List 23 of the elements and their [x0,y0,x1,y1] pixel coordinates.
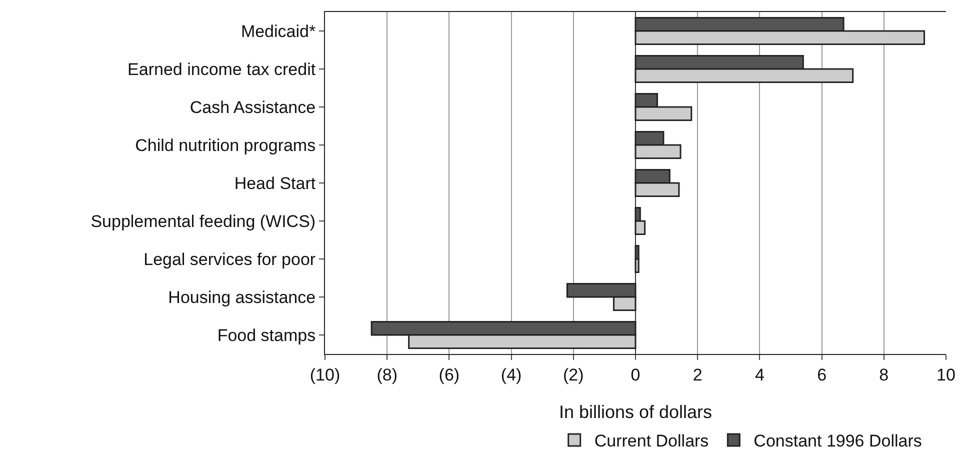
x-tick-label: 10 [936,365,956,384]
y-tick-label: Supplemental feeding (WICS) [90,212,316,231]
y-tick-label: Earned income tax credit [128,60,316,79]
x-tick-label: (8) [376,365,398,384]
x-tick-label: 0 [630,365,640,384]
y-tick-label: Child nutrition programs [135,136,316,155]
y-tick-label: Head Start [234,174,316,193]
y-tick-label: Legal services for poor [144,250,316,269]
legend-label: Constant 1996 Dollars [754,432,922,451]
x-tick-label: (4) [500,365,522,384]
y-tick-label: Housing assistance [168,288,316,307]
x-tick-label: (10) [310,365,340,384]
y-tick-label: Cash Assistance [190,98,316,117]
x-tick-label: (2) [563,365,584,384]
y-tick-label: Medicaid* [240,22,316,41]
y-tick-label: Food stamps [217,326,316,345]
x-tick-label: 2 [692,365,702,384]
x-tick-label: 6 [817,365,827,384]
x-axis-title: In billions of dollars [558,402,712,422]
legend-label: Current Dollars [594,432,709,451]
x-tick-label: 8 [879,365,889,384]
x-tick-label: (6) [438,365,460,384]
x-tick-label: 4 [754,365,764,384]
